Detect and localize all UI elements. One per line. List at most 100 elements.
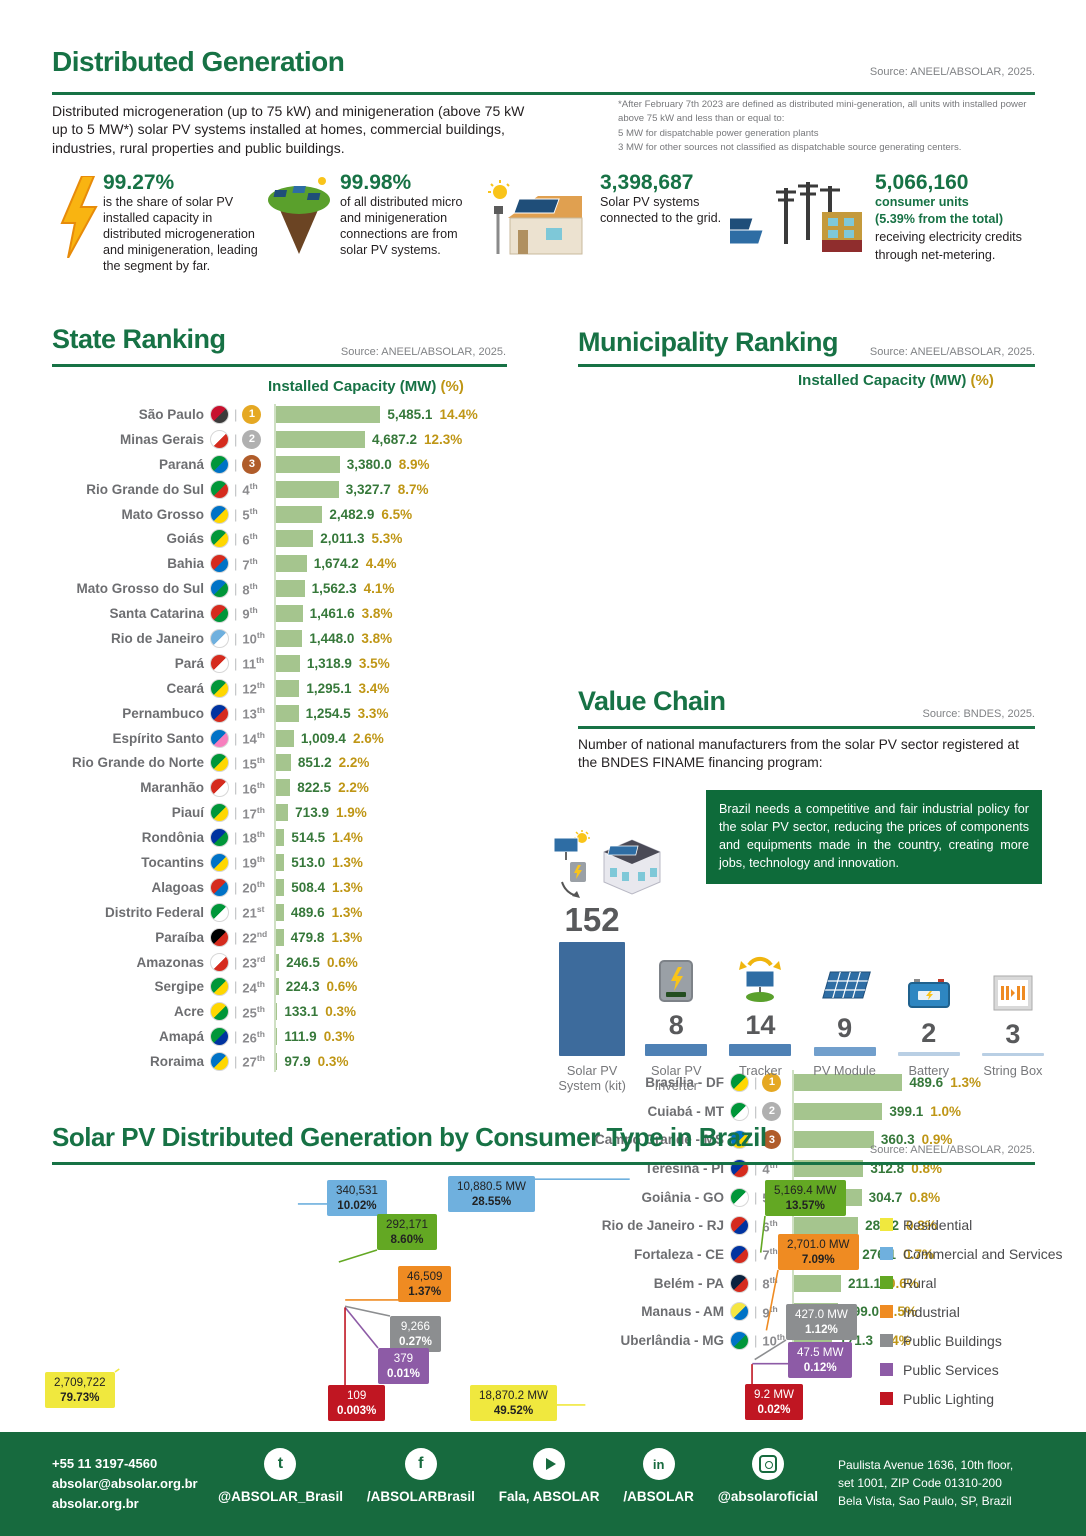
ranking-row: Maranhão | 16th 822.5 2.2% [52, 775, 522, 800]
manufacturer-count: 14 [745, 1010, 776, 1041]
ranking-row: Paraíba | 22nd 479.8 1.3% [52, 925, 522, 950]
instagram-icon[interactable] [751, 1448, 784, 1480]
social-link[interactable]: f/ABSOLARBrasil [367, 1448, 475, 1504]
ranking-row: São Paulo | 1 5,485.1 14.4% [52, 402, 522, 427]
flag-icon [210, 902, 229, 922]
region-name: Goiânia - GO [641, 1189, 724, 1205]
region-name: Distrito Federal [104, 904, 204, 920]
youtube-icon[interactable] [533, 1448, 566, 1480]
twitter-icon[interactable]: t [264, 1448, 297, 1480]
flag-icon [210, 653, 229, 673]
region-name: Amazonas [136, 954, 204, 970]
capacity-percent: 0.9% [921, 1132, 953, 1148]
ranking-row: Acre | 25th 133.1 0.3% [52, 999, 522, 1024]
capacity-bar [274, 530, 314, 548]
capacity-percent: 0.5% [886, 1304, 917, 1320]
social-link[interactable]: t @ABSOLAR_Brasil [218, 1448, 343, 1504]
divider: | [234, 830, 238, 846]
flag-icon [730, 1273, 749, 1293]
footer-email[interactable]: absolar@absolar.org.br [52, 1476, 198, 1492]
region-name: Belém - PA [653, 1275, 724, 1291]
divider: | [234, 606, 238, 622]
state-ranking-list: São Paulo | 1 5,485.1 14.4% Minas Gerais | 2 4,6… [52, 402, 522, 1074]
footer-website[interactable]: absolar.org.br [52, 1496, 139, 1512]
capacity-percent: 3.4% [358, 680, 390, 696]
flag-icon [210, 778, 229, 798]
stat-systems-connected: 3,398,687 Solar PV systems connected to … [600, 171, 725, 226]
flag-icon [730, 1187, 749, 1207]
legend-item: Public Buildings [880, 1326, 1063, 1355]
consumer-type-divider [52, 1162, 1035, 1165]
donut-callout-commercial: 10,880.5 MW 28.55% [448, 1176, 535, 1213]
legend-label: Rural [903, 1274, 937, 1291]
ranking-row: Campo Grande - MS | 3 360.3 0.9% [578, 1125, 1048, 1154]
value-chain-label: Solar PV System (kit) [558, 1062, 626, 1093]
island-icon [266, 176, 332, 263]
region-name: Pernambuco [122, 705, 204, 721]
legend-item: Commercial and Services [880, 1239, 1063, 1268]
rank-label: 18th [242, 829, 265, 846]
callout-line [114, 1368, 120, 1373]
social-handle[interactable]: /ABSOLARBrasil [366, 1489, 475, 1504]
social-handle[interactable]: @absolaroficial [717, 1489, 818, 1504]
rank-label: 17th [242, 804, 265, 821]
capacity-bar [274, 1053, 278, 1071]
callout-value: 47.5 MW [797, 1346, 844, 1359]
callout-value: 5,169.4 MW [774, 1184, 837, 1197]
region-name: Fortaleza - CE [633, 1247, 724, 1263]
social-link[interactable]: in/ABSOLAR [623, 1448, 694, 1504]
divider: | [754, 1160, 758, 1176]
divider: | [234, 705, 238, 721]
capacity-value: 4,687.2 [371, 431, 418, 447]
linkedin-icon[interactable]: in [642, 1448, 675, 1480]
ranking-row: Amapá | 26th 111.9 0.3% [52, 1024, 522, 1049]
address-line: set 1001, ZIP Code 01310-200 [838, 1476, 1002, 1490]
value-chain-source: Source: BNDES, 2025. [922, 708, 1035, 720]
capacity-value: 3,327.7 [345, 481, 391, 497]
callout-value: 9,266 [400, 1320, 430, 1333]
social-handle[interactable]: Fala, ABSOLAR [498, 1489, 600, 1504]
divider: | [754, 1304, 758, 1320]
rank-label: 11th [242, 655, 265, 672]
legend-item: Public Lighting [880, 1384, 1063, 1413]
region-name: Rio de Janeiro [110, 630, 204, 646]
social-link[interactable]: @absolaroficial [718, 1448, 818, 1504]
capacity-percent: 3.8% [361, 606, 393, 622]
capacity-value: 822.5 [297, 780, 332, 796]
capacity-bar [274, 754, 291, 772]
capacity-percent: 0.6% [888, 1275, 919, 1291]
divider: | [234, 879, 238, 895]
rank-label: 14th [242, 729, 265, 747]
social-handle[interactable]: @ABSOLAR_Brasil [218, 1489, 343, 1504]
divider: | [754, 1218, 758, 1234]
municipality-ranking-column-header: Installed Capacity (MW) (%) [798, 372, 994, 389]
ranking-row: Amazonas | 23rd 246.5 0.6% [52, 950, 522, 975]
flag-icon [210, 977, 229, 997]
manufacturer-count: 8 [668, 1010, 684, 1041]
donut-callout-commercial: 340,531 10.02% [327, 1180, 387, 1217]
social-link[interactable]: Fala, ABSOLAR [499, 1448, 600, 1504]
capacity-percent: 14.4% [439, 406, 478, 422]
stat-value: 99.98% [340, 171, 412, 194]
callout-line [338, 1249, 378, 1263]
capacity-bar [274, 853, 285, 871]
social-handle[interactable]: /ABSOLAR [623, 1489, 694, 1504]
value-chain-item: 14 Tracker [718, 955, 802, 1100]
stat-bold-line: consumer units [875, 195, 969, 210]
flag-icon [210, 703, 229, 723]
intro-text: Distributed microgeneration (up to 75 kW… [52, 103, 525, 156]
footer-socials: t @ABSOLAR_Brasil f/ABSOLARBrasil Fala, ABS… [218, 1448, 818, 1504]
facebook-icon[interactable]: f [404, 1448, 437, 1480]
power-grid-icon [713, 178, 866, 263]
manufacturer-count: 3 [1005, 1019, 1021, 1050]
divider: | [754, 1189, 758, 1205]
capacity-percent: 1.4% [332, 830, 363, 846]
footer-phone: +55 11 3197-4560 [52, 1456, 158, 1471]
flag-icon [210, 678, 229, 698]
callout-percent: 0.12% [803, 1361, 837, 1375]
divider: | [754, 1275, 758, 1291]
col-header-mw: Installed Capacity (MW) [798, 372, 967, 389]
donut-callout-public_services: 47.5 MW 0.12% [788, 1342, 853, 1379]
capacity-percent: 5.3% [371, 531, 403, 547]
